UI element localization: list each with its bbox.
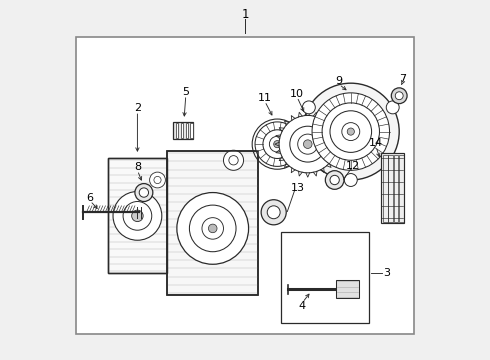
Text: 9: 9 [335,76,343,86]
Circle shape [274,140,281,148]
Circle shape [325,171,344,189]
Circle shape [298,134,318,154]
Circle shape [322,103,379,160]
Bar [383,154,388,222]
Circle shape [342,123,360,140]
Text: 3: 3 [384,267,391,278]
Text: 5: 5 [182,87,189,97]
Circle shape [392,88,407,104]
Text: 8: 8 [134,162,141,172]
Text: 13: 13 [291,183,305,193]
Bar [167,151,258,295]
Circle shape [139,188,148,197]
Circle shape [113,192,162,240]
Circle shape [149,172,166,188]
Circle shape [330,111,371,152]
Bar [399,154,403,222]
Bar [167,151,258,295]
Bar [108,158,167,273]
Bar [76,37,414,334]
Circle shape [261,200,286,225]
Bar [173,122,193,139]
Text: 7: 7 [399,74,406,84]
Circle shape [347,128,354,135]
Text: 1: 1 [241,8,249,21]
Circle shape [223,150,244,170]
Circle shape [395,92,403,100]
Text: 10: 10 [290,89,304,99]
Circle shape [208,224,217,233]
Text: 14: 14 [369,139,383,148]
Bar [394,154,398,222]
Bar [176,123,178,138]
Bar [389,154,393,222]
Circle shape [344,174,357,186]
Bar [191,123,193,138]
Text: 6: 6 [87,193,94,203]
Circle shape [302,101,316,114]
Bar [337,280,359,298]
Circle shape [267,206,280,219]
Circle shape [123,202,152,230]
Circle shape [132,210,143,222]
Bar [281,232,368,323]
Text: 2: 2 [134,103,141,113]
Circle shape [135,184,153,202]
Circle shape [190,205,236,252]
Circle shape [229,156,238,165]
Bar [381,153,404,223]
Circle shape [177,193,248,264]
Bar [108,158,167,273]
Circle shape [263,130,292,158]
Circle shape [302,83,399,180]
Circle shape [255,122,299,166]
Circle shape [386,101,399,114]
Circle shape [202,218,223,239]
Text: 12: 12 [345,161,360,171]
Circle shape [154,176,161,184]
Circle shape [290,126,326,162]
Circle shape [312,93,390,170]
Text: 4: 4 [299,301,306,311]
Bar [181,123,183,138]
Text: 11: 11 [258,93,272,103]
Circle shape [330,175,339,185]
Circle shape [303,140,312,148]
Circle shape [270,136,285,152]
Bar [186,123,188,138]
Circle shape [279,116,337,173]
